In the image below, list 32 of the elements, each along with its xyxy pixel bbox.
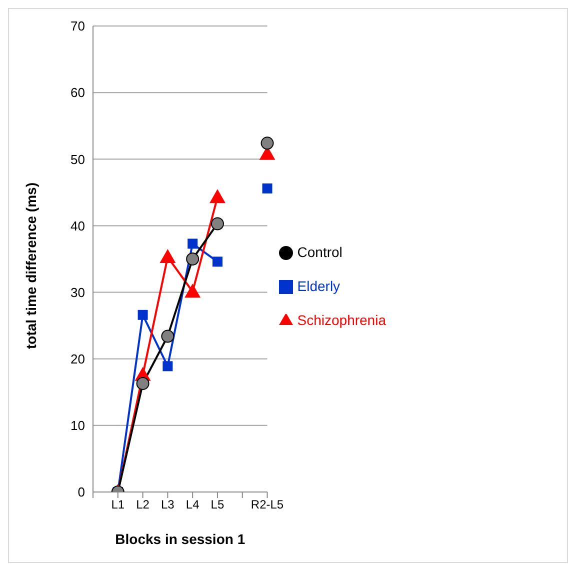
legend-label: Schizophrenia — [297, 312, 386, 328]
x-axis-title: Blocks in session 1 — [115, 531, 246, 547]
y-axis-title: total time difference (ms) — [22, 182, 39, 349]
y-tick-label: 20 — [70, 351, 85, 366]
point — [184, 284, 201, 298]
legend-label: Elderly — [297, 278, 340, 294]
point — [210, 217, 224, 230]
legend-label: Control — [297, 244, 342, 260]
y-tick-label: 70 — [70, 18, 85, 34]
x-tick-label: L1 — [111, 498, 125, 512]
x-tick-label: L5 — [210, 498, 224, 512]
x-tick-label: L3 — [161, 498, 175, 512]
point — [138, 310, 148, 320]
point — [162, 361, 173, 372]
point — [209, 189, 226, 204]
y-tick-label: 60 — [70, 85, 85, 100]
x-tick-label: R2-L5 — [250, 498, 284, 512]
point — [136, 376, 150, 390]
y-tick-label: 0 — [78, 484, 85, 500]
point — [260, 136, 274, 150]
point — [262, 183, 272, 194]
point — [160, 249, 176, 264]
x-tick-label: L4 — [186, 498, 200, 512]
point — [212, 256, 222, 267]
y-tick-label: 30 — [70, 284, 85, 300]
x-tick-label: L2 — [136, 498, 150, 512]
y-tick-label: 50 — [70, 152, 85, 167]
point — [186, 252, 200, 266]
point — [161, 330, 174, 343]
y-tick-label: 10 — [70, 418, 85, 434]
y-tick-label: 40 — [70, 218, 85, 234]
point — [188, 238, 198, 249]
